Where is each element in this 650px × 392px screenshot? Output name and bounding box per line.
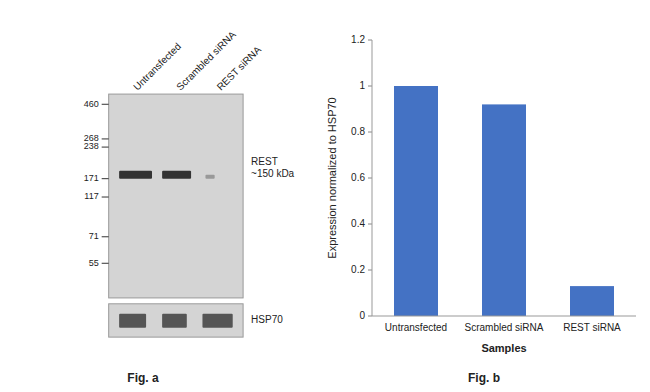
loading-control-membrane — [109, 304, 243, 337]
bar-panel: 0 0.2 0.4 0.6 0.8 1 1.2 Untransfected Scrambled … — [326, 34, 636, 385]
ladder-tick — [102, 104, 109, 105]
rest-band — [205, 175, 214, 179]
chart-canvas: Untransfected Scrambled siRNA REST siRNA 46… — [0, 0, 650, 392]
hsp70-band — [119, 314, 146, 328]
ladder-label: 117 — [84, 191, 98, 201]
ladder-label: 238 — [84, 141, 99, 151]
x-axis-label: Samples — [481, 342, 526, 354]
ladder-label: 460 — [84, 99, 99, 109]
y-tick — [368, 132, 372, 133]
ladder-tick — [102, 263, 109, 264]
y-tick — [368, 86, 372, 87]
x-axis-line — [372, 316, 636, 317]
blot-membrane — [109, 94, 243, 298]
x-tick-label: Untransfected — [385, 322, 447, 333]
y-tick-label: 0.2 — [351, 264, 365, 275]
figure: Untransfected Scrambled siRNA REST siRNA 46… — [0, 0, 650, 392]
y-tick-label: 0 — [359, 310, 365, 321]
y-axis-line — [372, 40, 373, 316]
bar — [482, 104, 526, 316]
hsp70-band — [162, 314, 187, 328]
y-tick — [368, 178, 372, 179]
ladder-tick — [102, 197, 109, 198]
ladder-tick — [102, 178, 109, 179]
y-tick — [368, 270, 372, 271]
y-tick-label: 0.4 — [351, 218, 365, 229]
protein-label-line: REST — [251, 156, 278, 167]
hsp70-band — [202, 314, 232, 328]
x-tick-label: REST siRNA — [563, 322, 621, 333]
ladder-label: 171 — [84, 173, 99, 183]
y-tick-label: 1.2 — [351, 34, 365, 45]
protein-label-line: ~150 kDa — [251, 168, 295, 179]
panel-caption: Fig. a — [127, 371, 159, 385]
rest-band — [162, 171, 191, 179]
ladder-label: 71 — [89, 231, 99, 241]
bars — [394, 86, 614, 316]
ladder-label: 55 — [89, 258, 99, 268]
bar — [394, 86, 438, 316]
x-tick-label: Scrambled siRNA — [465, 322, 544, 333]
y-tick — [368, 40, 372, 41]
rest-band — [119, 171, 152, 179]
y-tick-label: 0.8 — [351, 126, 365, 137]
ladder-tick — [102, 138, 109, 139]
ladder-tick — [102, 147, 109, 148]
y-tick — [368, 224, 372, 225]
lane-label: REST siRNA — [215, 44, 264, 93]
y-tick-label: 0.6 — [351, 172, 365, 183]
y-axis-label: Expression normalized to HSP70 — [326, 97, 338, 258]
bar — [570, 286, 614, 316]
loading-control-label: HSP70 — [251, 314, 283, 325]
ladder-tick — [102, 236, 109, 237]
protein-label: REST~150 kDa — [251, 156, 295, 179]
y-tick — [368, 316, 372, 317]
y-tick-label: 1 — [359, 80, 365, 91]
blot-panel: UntransfectedScrambled siRNAREST siRNA46… — [84, 29, 295, 385]
panel-caption: Fig. b — [468, 371, 500, 385]
